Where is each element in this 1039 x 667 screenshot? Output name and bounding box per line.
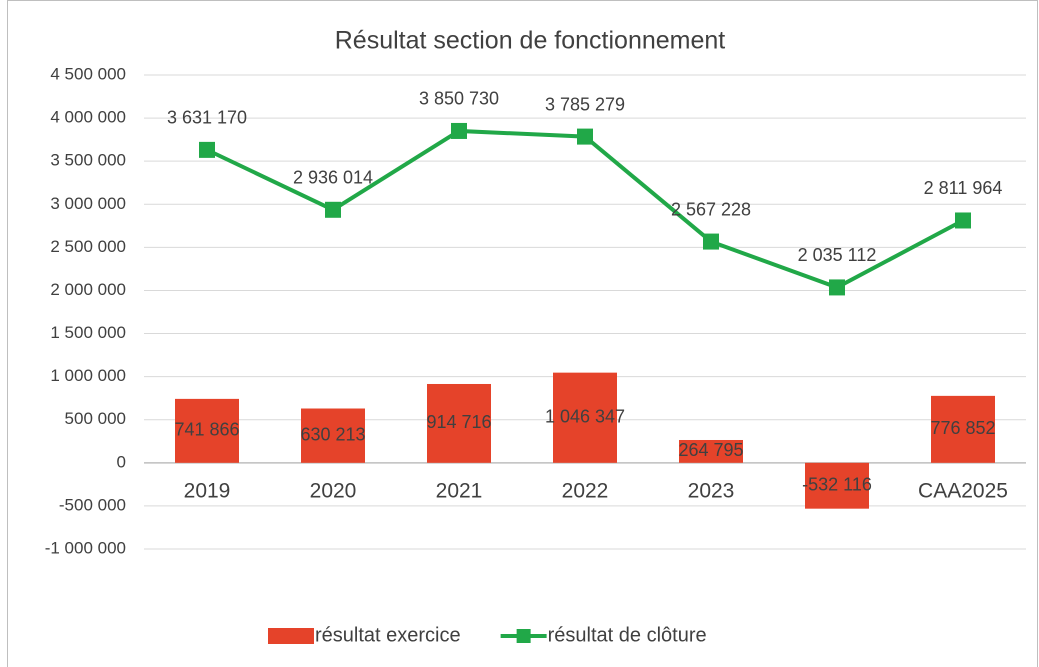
bar [427,383,491,463]
line-marker [325,201,341,218]
y-tick-label: 4 000 000 [50,108,126,127]
y-tick-label: 2 000 000 [50,280,126,299]
data-label: 264 795 [678,440,743,460]
data-label: 741 866 [174,420,239,440]
legend-swatch [268,628,314,644]
line-marker [451,122,467,139]
line-marker [829,279,845,296]
legend-label: résultat de clôture [548,624,707,646]
data-label: 776 852 [930,418,995,438]
data-label: 1 046 347 [545,406,625,426]
legend-swatch [516,629,531,643]
legend-label: résultat exercice [315,624,461,646]
y-tick-label: 3 500 000 [50,151,126,170]
y-tick-label: -500 000 [59,495,126,514]
line-marker [577,128,593,145]
bar [805,462,869,509]
y-tick-label: 0 [117,452,126,471]
data-label: 3 785 279 [545,94,625,114]
x-tick-label: 2022 [562,480,609,503]
x-tick-label: CAA2025 [918,480,1008,503]
bar [553,372,617,463]
x-tick-label: 2019 [184,480,231,503]
line-marker [955,212,971,229]
data-label: 3 850 730 [419,89,499,109]
x-tick-label: 2021 [436,480,483,503]
y-tick-label: -1 000 000 [45,538,126,557]
data-label: 2 035 112 [798,245,877,265]
data-label: 914 716 [426,412,491,432]
bar [301,408,365,463]
chart-title: Résultat section de fonctionnement [335,27,726,55]
y-tick-label: 1 000 000 [50,366,126,385]
y-tick-label: 500 000 [65,409,126,428]
line-marker [703,233,719,250]
y-tick-label: 4 500 000 [50,64,126,83]
line-marker [199,141,215,158]
data-label: -532 116 [802,474,872,494]
data-label: 630 213 [300,424,365,444]
data-label: 2 567 228 [671,199,751,219]
x-tick-label: 2020 [310,480,357,503]
data-label: 2 936 014 [293,168,373,188]
x-tick-label: 2023 [688,480,735,503]
bar [175,398,239,463]
y-tick-label: 2 500 000 [50,237,126,256]
y-tick-label: 3 000 000 [50,194,126,213]
y-tick-label: 1 500 000 [50,323,126,342]
data-label: 3 631 170 [167,108,247,128]
bar [931,395,995,463]
bar [679,439,743,463]
data-label: 2 811 964 [924,178,1003,198]
